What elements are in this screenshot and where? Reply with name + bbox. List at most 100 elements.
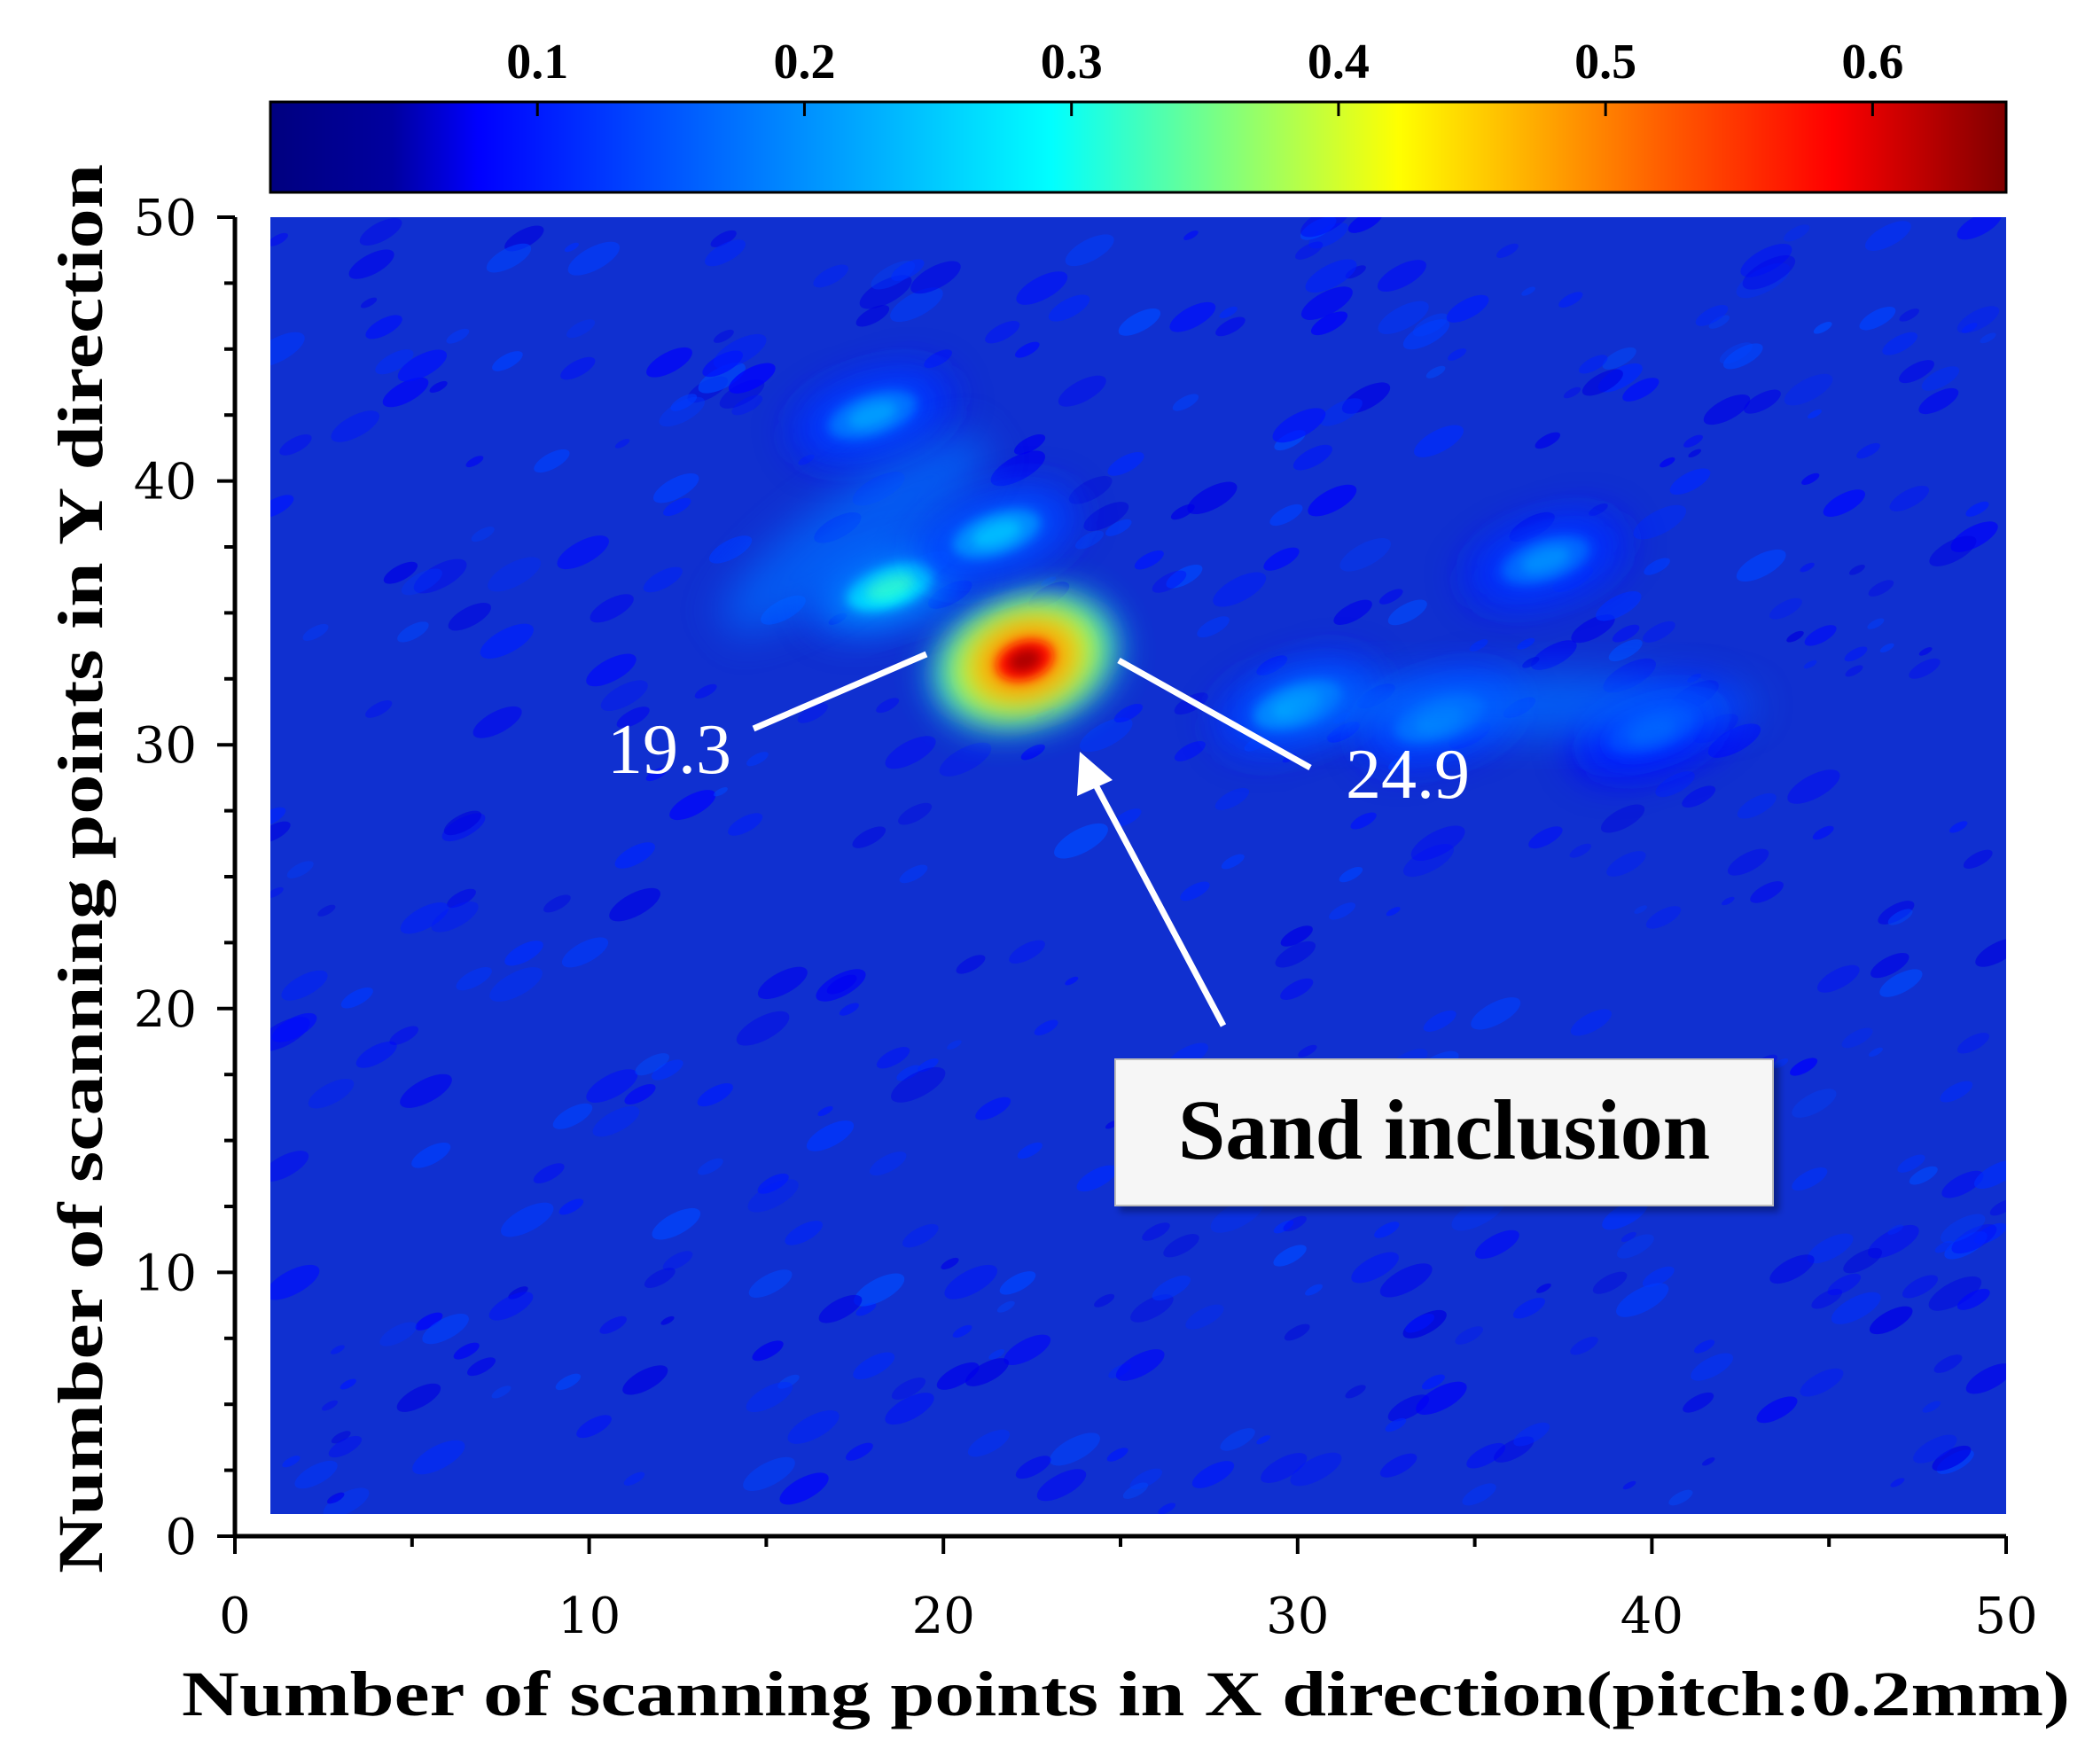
texture-speck: [1386, 907, 1401, 917]
callout-box: Sand inclusion: [1114, 1058, 1774, 1206]
texture-speck: [1921, 366, 1960, 391]
texture-speck: [308, 1078, 355, 1109]
texture-speck: [1856, 442, 1880, 459]
texture-speck: [1941, 1170, 1984, 1198]
texture-speck: [1790, 1058, 1818, 1076]
texture-speck: [852, 826, 886, 848]
texture-speck: [1558, 292, 1583, 308]
texture-speck: [1742, 254, 1796, 290]
texture-speck: [798, 454, 815, 465]
x-tick-label: 50: [1974, 1588, 2037, 1645]
texture-speck: [1107, 452, 1144, 476]
texture-speck: [704, 239, 746, 267]
texture-speck: [592, 1105, 640, 1137]
texture-speck: [1379, 1263, 1433, 1298]
texture-speck: [806, 1120, 855, 1151]
texture-speck: [1269, 503, 1303, 527]
texture-speck: [1634, 905, 1648, 914]
texture-speck: [1219, 306, 1238, 319]
texture-speck: [1989, 1198, 2006, 1216]
texture-speck: [412, 1440, 465, 1475]
texture-speck: [560, 356, 596, 380]
texture-speck: [710, 230, 737, 247]
texture-speck: [1736, 262, 1791, 299]
texture-speck: [1183, 230, 1199, 240]
texture-speck: [492, 351, 523, 371]
texture-speck: [1013, 433, 1046, 455]
texture-speck: [752, 1340, 784, 1362]
texture-speck: [1410, 825, 1465, 862]
texture-speck: [1513, 1422, 1550, 1447]
texture-speck: [885, 1393, 934, 1425]
texture-speck: [731, 394, 763, 416]
texture-speck: [396, 1383, 441, 1412]
texture-speck: [1695, 304, 1729, 326]
texture-speck: [1016, 271, 1068, 305]
axes: 0 10 20 30 40 50 0 10 20 30 40 50 Number of scanni…: [45, 164, 2070, 1729]
texture-speck: [447, 888, 476, 909]
texture-speck: [1750, 881, 1784, 903]
feature-level: [1520, 546, 1571, 574]
texture-speck: [1792, 1167, 1828, 1191]
y-tick-label: 10: [134, 1245, 197, 1302]
texture-speck: [1823, 489, 1865, 518]
texture-speck: [1756, 1396, 1798, 1424]
texture-speck: [1351, 1252, 1399, 1284]
texture-speck: [1707, 723, 1761, 758]
feature-level: [972, 519, 1021, 548]
texture-speck: [1065, 234, 1114, 267]
texture-speck: [975, 1097, 1011, 1120]
colorbar: 0.1 0.2 0.3 0.4 0.5 0.6: [269, 35, 2008, 194]
texture-speck: [1688, 449, 1702, 458]
texture-speck: [586, 1069, 638, 1103]
texture-speck: [1041, 576, 1057, 587]
texture-speck: [944, 1264, 997, 1300]
texture-speck: [1869, 1306, 1913, 1335]
texture-speck: [1113, 703, 1144, 723]
texture-speck: [302, 623, 329, 641]
texture-speck: [472, 706, 522, 738]
texture-speck: [743, 1456, 795, 1491]
texture-speck: [504, 941, 543, 966]
texture-speck: [1792, 1089, 1837, 1118]
texture-speck: [839, 1003, 859, 1016]
texture-speck: [1474, 1229, 1519, 1260]
texture-speck: [1868, 1224, 1919, 1259]
texture-speck: [1841, 1027, 1873, 1049]
texture-speck: [1298, 1044, 1317, 1058]
texture-speck: [644, 1268, 676, 1288]
texture-speck: [1889, 485, 1930, 511]
texture-speck: [1339, 866, 1363, 883]
texture-speck: [1170, 503, 1195, 520]
texture-speck: [1769, 1254, 1815, 1284]
texture-speck: [1879, 643, 1894, 653]
texture-speck: [728, 363, 776, 394]
texture-speck: [1425, 365, 1446, 379]
texture-speck: [1918, 647, 1933, 656]
texture-speck: [965, 1358, 1009, 1386]
texture-speck: [1293, 444, 1332, 471]
texture-speck: [854, 1273, 905, 1307]
texture-speck: [360, 297, 378, 308]
texture-speck: [1075, 530, 1104, 550]
texture-speck: [1570, 1009, 1613, 1036]
texture-speck: [702, 350, 744, 378]
texture-speck: [1887, 909, 1913, 925]
texture-speck: [400, 902, 449, 934]
texture-speck: [1882, 332, 1918, 355]
texture-speck: [1455, 1326, 1483, 1345]
texture-speck: [561, 937, 609, 968]
texture-speck: [1423, 1010, 1457, 1032]
texture-speck: [1655, 771, 1695, 798]
annotation-label-right: 24.9: [1346, 736, 1470, 814]
texture-speck: [1902, 1275, 1939, 1299]
feature-level: [1008, 649, 1042, 672]
texture-speck: [1913, 1434, 1957, 1463]
texture-speck: [1521, 286, 1535, 296]
texture-speck: [736, 1011, 790, 1046]
texture-speck: [1804, 625, 1837, 646]
texture-speck: [1174, 740, 1206, 761]
x-axis-title: Number of scanning points in X direction…: [182, 1659, 2070, 1729]
texture-speck: [1158, 1503, 1176, 1514]
texture-speck: [1769, 597, 1802, 620]
